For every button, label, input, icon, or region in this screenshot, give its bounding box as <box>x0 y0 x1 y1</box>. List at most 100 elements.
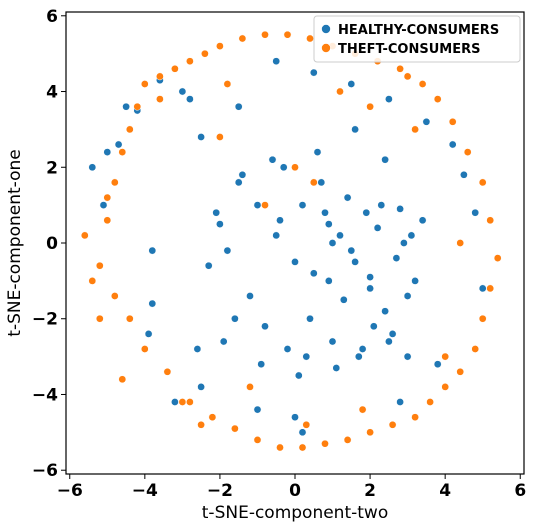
healthy-point <box>171 398 179 406</box>
healthy-point <box>231 314 239 323</box>
theft-point <box>186 57 194 66</box>
theft-point <box>302 420 311 429</box>
healthy-point <box>321 208 329 217</box>
theft-point <box>118 148 127 156</box>
theft-point <box>321 439 329 448</box>
healthy-point <box>148 299 157 308</box>
theft-point <box>456 239 465 247</box>
healthy-point <box>276 216 284 225</box>
theft-point <box>261 201 269 209</box>
theft-point <box>178 398 187 406</box>
theft-point <box>336 87 344 96</box>
theft-point <box>291 163 299 172</box>
healthy-point <box>336 231 344 240</box>
healthy-point <box>216 220 224 228</box>
healthy-point <box>403 352 412 361</box>
healthy-point <box>362 208 371 217</box>
healthy-point <box>272 231 281 240</box>
healthy-point <box>478 284 487 293</box>
healthy-point <box>347 80 356 88</box>
healthy-point <box>272 57 281 66</box>
x-tick-label: −6 <box>57 481 83 501</box>
healthy-point <box>388 330 397 338</box>
x-tick-label: 4 <box>439 481 451 501</box>
theft-point <box>306 34 314 43</box>
y-axis-label: t-SNE-component-one <box>5 149 25 336</box>
theft-point <box>478 178 487 187</box>
theft-point <box>223 80 232 88</box>
theft-point <box>125 314 134 323</box>
healthy-point <box>268 155 277 164</box>
healthy-point <box>309 68 318 77</box>
healthy-point <box>103 148 112 156</box>
theft-point <box>140 345 149 353</box>
healthy-point <box>253 201 262 209</box>
theft-point <box>486 216 495 225</box>
theft-point <box>411 125 419 134</box>
y-tick-label: −6 <box>32 461 58 481</box>
theft-point <box>366 428 374 437</box>
legend-marker-healthy <box>321 24 331 34</box>
theft-point <box>103 216 112 225</box>
theft-point <box>95 314 104 323</box>
healthy-point <box>212 208 221 217</box>
x-tick-label: 2 <box>364 481 376 501</box>
theft-point <box>88 277 97 285</box>
healthy-point <box>396 398 404 406</box>
healthy-point <box>283 345 292 353</box>
theft-point <box>456 367 465 376</box>
theft-point <box>471 345 480 353</box>
theft-point <box>231 424 239 433</box>
theft-point <box>110 178 119 187</box>
theft-point <box>110 292 119 300</box>
healthy-point <box>294 371 303 380</box>
theft-point <box>493 254 502 262</box>
healthy-point <box>261 322 269 331</box>
healthy-point <box>351 125 359 134</box>
legend-label-theft: THEFT-CONSUMERS <box>338 42 480 57</box>
theft-point <box>463 148 472 156</box>
healthy-point <box>392 254 401 262</box>
healthy-point <box>448 140 457 149</box>
healthy-point <box>351 258 359 266</box>
theft-point <box>388 420 397 429</box>
theft-point <box>358 405 367 414</box>
y-tick-label: 0 <box>46 234 58 254</box>
healthy-point <box>197 383 205 391</box>
healthy-point <box>317 178 326 187</box>
healthy-point <box>471 208 480 217</box>
healthy-point <box>332 364 341 372</box>
theft-point <box>95 261 104 270</box>
theft-point <box>118 375 127 384</box>
healthy-point <box>193 345 202 353</box>
healthy-point <box>433 360 442 369</box>
healthy-point <box>114 140 123 149</box>
healthy-point <box>219 337 228 346</box>
theft-point <box>238 34 247 43</box>
healthy-point <box>354 352 363 361</box>
healthy-point <box>223 246 232 255</box>
healthy-point <box>298 428 307 437</box>
healthy-point <box>279 163 288 172</box>
plot-frame <box>65 11 525 475</box>
healthy-point <box>298 201 307 209</box>
healthy-point <box>197 133 205 141</box>
healthy-point <box>204 261 213 270</box>
y-tick-label: 4 <box>46 83 58 103</box>
healthy-point <box>343 193 352 202</box>
theft-point <box>186 398 194 406</box>
x-axis-label: t-SNE-component-two <box>202 503 388 523</box>
healthy-point <box>396 205 404 213</box>
y-tick-label: −4 <box>32 385 58 405</box>
healthy-point <box>366 284 374 293</box>
theft-point <box>426 398 434 406</box>
theft-point <box>486 284 495 293</box>
theft-point <box>216 133 224 141</box>
healthy-point <box>381 155 389 164</box>
healthy-point <box>99 201 108 209</box>
healthy-point <box>88 163 97 172</box>
x-tick-label: −2 <box>207 481 233 501</box>
healthy-point <box>291 413 299 422</box>
theft-point <box>448 117 457 126</box>
healthy-point <box>309 269 318 278</box>
